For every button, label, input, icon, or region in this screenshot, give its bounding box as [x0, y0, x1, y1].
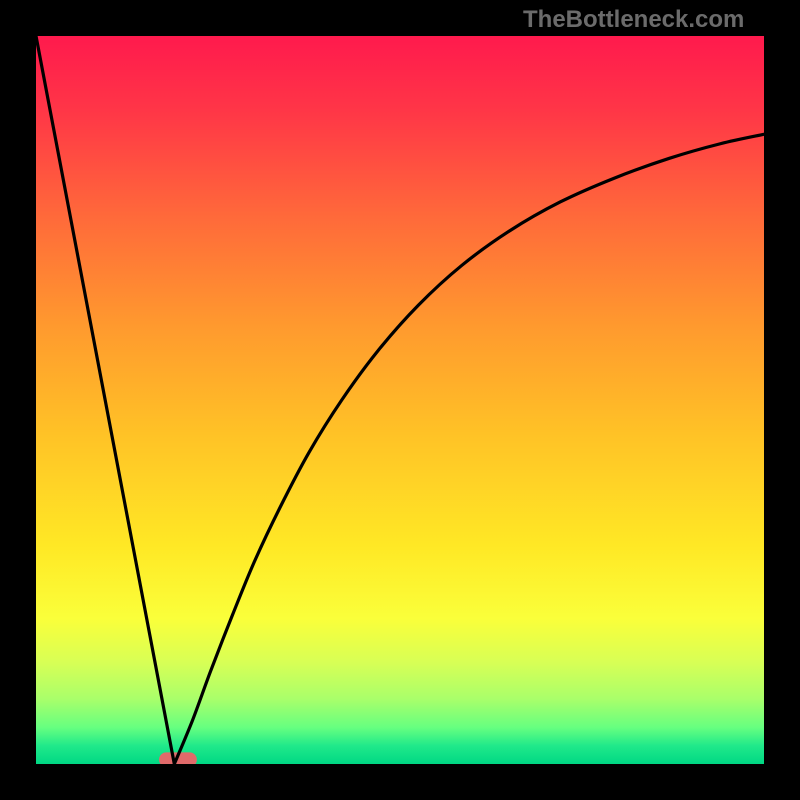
chart-svg	[36, 36, 764, 764]
plot-area	[36, 36, 764, 764]
gradient-background	[36, 36, 764, 764]
watermark-text: TheBottleneck.com	[523, 6, 744, 34]
